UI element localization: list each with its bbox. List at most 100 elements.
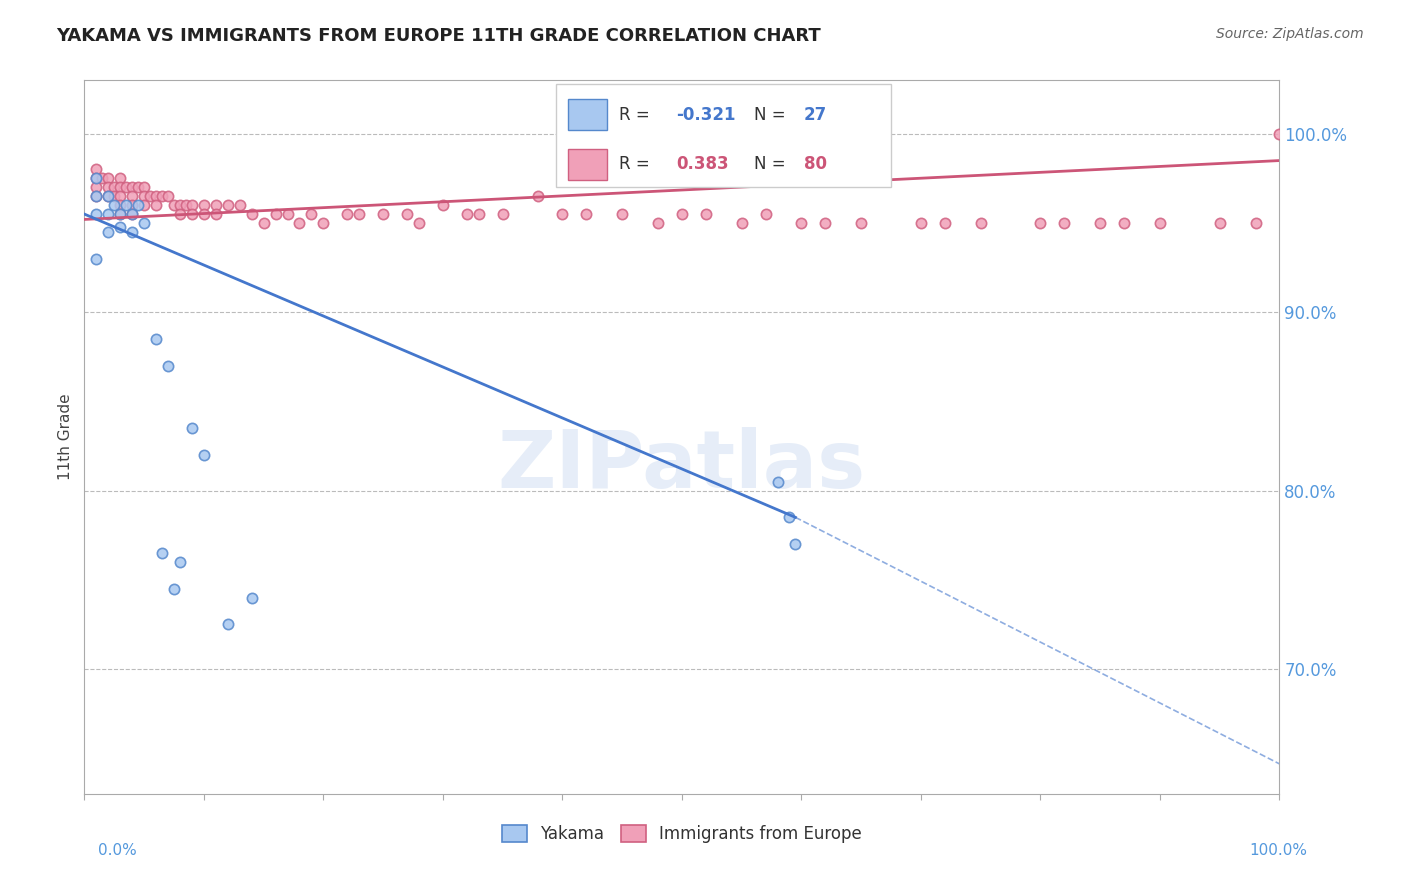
Text: 0.0%: 0.0% — [98, 843, 138, 858]
Point — [575, 207, 598, 221]
Point — [91, 171, 114, 186]
Point — [217, 617, 239, 632]
Text: R =: R = — [619, 105, 655, 123]
Point — [277, 207, 299, 221]
Point — [139, 189, 162, 203]
Point — [240, 207, 263, 221]
Text: 100.0%: 100.0% — [1250, 843, 1308, 858]
Point — [127, 198, 149, 212]
Point — [1114, 216, 1136, 230]
Point — [110, 207, 132, 221]
Point — [814, 216, 837, 230]
Point — [396, 207, 419, 221]
Point — [169, 555, 191, 569]
Point — [766, 475, 789, 489]
Point — [755, 207, 778, 221]
Point — [157, 189, 180, 203]
Point — [851, 216, 873, 230]
Point — [97, 189, 120, 203]
Point — [110, 219, 132, 234]
Text: 80: 80 — [804, 155, 827, 173]
Legend: Yakama, Immigrants from Europe: Yakama, Immigrants from Europe — [495, 818, 869, 850]
Point — [86, 171, 108, 186]
Point — [193, 207, 215, 221]
Point — [132, 198, 156, 212]
Point — [163, 198, 186, 212]
Point — [205, 198, 228, 212]
Point — [157, 359, 180, 373]
Point — [103, 189, 125, 203]
Point — [264, 207, 287, 221]
Point — [695, 207, 717, 221]
FancyBboxPatch shape — [568, 149, 606, 180]
Point — [86, 189, 108, 203]
Point — [127, 180, 149, 194]
Point — [456, 207, 478, 221]
Text: N =: N = — [754, 105, 790, 123]
Point — [103, 198, 125, 212]
Text: 27: 27 — [804, 105, 827, 123]
Point — [205, 207, 228, 221]
Point — [181, 207, 204, 221]
Point — [110, 207, 132, 221]
Point — [150, 546, 173, 560]
Point — [647, 216, 669, 230]
Point — [174, 198, 197, 212]
Point — [240, 591, 263, 605]
Point — [97, 171, 120, 186]
FancyBboxPatch shape — [568, 99, 606, 130]
Point — [193, 198, 215, 212]
Point — [336, 207, 359, 221]
Point — [110, 171, 132, 186]
Point — [169, 198, 191, 212]
Text: R =: R = — [619, 155, 659, 173]
Text: N =: N = — [754, 155, 790, 173]
Point — [121, 198, 143, 212]
Point — [86, 189, 108, 203]
Point — [132, 189, 156, 203]
Point — [86, 180, 108, 194]
Point — [1029, 216, 1052, 230]
Point — [97, 189, 120, 203]
Point — [492, 207, 515, 221]
Point — [527, 189, 550, 203]
Point — [1149, 216, 1171, 230]
Point — [121, 189, 143, 203]
Point — [132, 216, 156, 230]
Point — [551, 207, 574, 221]
Point — [145, 189, 167, 203]
Point — [468, 207, 491, 221]
Point — [432, 198, 454, 212]
Point — [349, 207, 371, 221]
Point — [1209, 216, 1232, 230]
Point — [163, 582, 186, 596]
Point — [110, 198, 132, 212]
Point — [97, 180, 120, 194]
Text: YAKAMA VS IMMIGRANTS FROM EUROPE 11TH GRADE CORRELATION CHART: YAKAMA VS IMMIGRANTS FROM EUROPE 11TH GR… — [56, 27, 821, 45]
Point — [790, 216, 813, 230]
Point — [181, 198, 204, 212]
Point — [288, 216, 311, 230]
Point — [86, 171, 108, 186]
Point — [1090, 216, 1112, 230]
Text: 0.383: 0.383 — [676, 155, 728, 173]
Point — [110, 189, 132, 203]
Point — [115, 180, 138, 194]
Point — [103, 180, 125, 194]
Y-axis label: 11th Grade: 11th Grade — [58, 393, 73, 481]
Point — [193, 448, 215, 462]
FancyBboxPatch shape — [557, 84, 891, 187]
Point — [1053, 216, 1076, 230]
Point — [229, 198, 252, 212]
Point — [145, 198, 167, 212]
Point — [86, 252, 108, 266]
Point — [110, 180, 132, 194]
Text: ZIPatlas: ZIPatlas — [498, 426, 866, 505]
Point — [150, 189, 173, 203]
Point — [253, 216, 276, 230]
Point — [970, 216, 993, 230]
Point — [373, 207, 395, 221]
Point — [312, 216, 335, 230]
Point — [86, 162, 108, 177]
Point — [121, 207, 143, 221]
